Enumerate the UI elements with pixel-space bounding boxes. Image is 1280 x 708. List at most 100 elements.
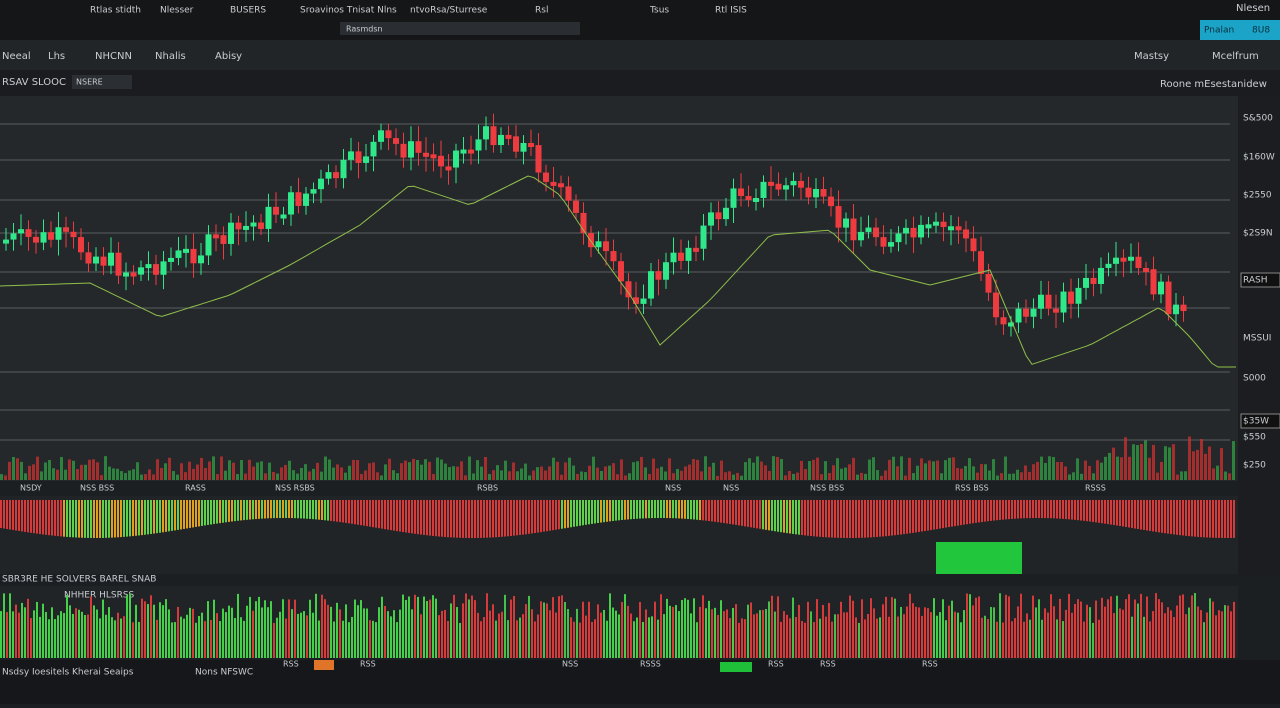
lower-bar xyxy=(78,609,80,658)
price-label: $550 xyxy=(1243,433,1266,443)
menu-item[interactable]: Rtl ISIS xyxy=(715,6,747,16)
lower-bar xyxy=(39,616,41,658)
volume-bar xyxy=(48,460,51,480)
volume-bar xyxy=(780,459,783,480)
toolbar-right[interactable]: Mcelfrum xyxy=(1212,51,1259,62)
menu-item[interactable]: Nlesser xyxy=(160,6,194,16)
candle-body xyxy=(925,224,932,229)
menu-item[interactable]: Rsl xyxy=(535,6,548,16)
lower-bar xyxy=(909,593,911,658)
lower-bar xyxy=(1029,619,1031,658)
indicator-bar xyxy=(966,500,968,525)
badge-value[interactable]: 8U8 xyxy=(1252,26,1270,36)
volume-bar xyxy=(1024,465,1027,480)
volume-bar xyxy=(1008,473,1011,480)
menu-item[interactable]: BUSERS xyxy=(230,6,266,16)
indicator-bar xyxy=(456,500,458,538)
indicator-bar xyxy=(825,500,827,538)
indicator-bar xyxy=(483,500,485,538)
indicator-bar xyxy=(1209,500,1211,538)
lower-bar xyxy=(570,617,572,658)
symbol[interactable]: RSAV SLOOC xyxy=(2,77,66,88)
menu-item[interactable]: Rtlas stidth xyxy=(90,6,141,16)
lower-bar xyxy=(228,605,230,658)
indicator-bar xyxy=(777,500,779,532)
lower-bar xyxy=(21,602,23,658)
lower-bar xyxy=(711,609,713,658)
indicator-bar xyxy=(363,500,365,526)
indicator-bar xyxy=(1197,500,1199,537)
indicator-bar xyxy=(426,500,428,536)
lower-bar xyxy=(510,599,512,658)
volume-bar xyxy=(876,470,879,480)
toolbar-right[interactable]: Mastsy xyxy=(1134,51,1169,62)
lower-bar xyxy=(993,607,995,658)
lower-bar xyxy=(288,599,290,658)
menu-item[interactable]: ntvoRsa/Sturrese xyxy=(410,6,488,16)
candle-body xyxy=(1113,257,1119,264)
candle-body xyxy=(948,226,954,231)
lower-bar xyxy=(519,617,521,658)
indicator-bar xyxy=(126,500,128,537)
volume-bar xyxy=(336,464,339,480)
indicator-bar xyxy=(189,500,191,528)
indicator-bar xyxy=(1050,500,1052,519)
menu-item[interactable]: Sroavinos Tnisat Nlns xyxy=(300,6,397,16)
indicator-bar xyxy=(930,500,932,531)
account[interactable]: Nlesen xyxy=(1236,3,1270,14)
candle-body xyxy=(318,178,324,190)
lower-bar xyxy=(756,613,758,658)
candle-body xyxy=(700,225,707,249)
volume-bar xyxy=(1192,451,1195,480)
indicator-bar xyxy=(906,500,908,534)
toolbar-tab[interactable]: Nhalis xyxy=(155,51,186,62)
menu-item[interactable]: Tsus xyxy=(649,6,669,16)
indicator-bar xyxy=(831,500,833,538)
badge-label[interactable]: Pnalan xyxy=(1204,26,1234,36)
lower-bar xyxy=(111,617,113,658)
toolbar-tab[interactable]: Lhs xyxy=(48,51,65,62)
toolbar-tab[interactable]: NHCNN xyxy=(95,51,132,62)
badge[interactable] xyxy=(1200,20,1280,40)
volume-bar xyxy=(804,468,807,480)
footer-left: Nsdsy Ioesitels Kherai Seaips xyxy=(2,668,134,678)
volume-bar xyxy=(1184,471,1187,480)
indicator-bar xyxy=(987,500,989,522)
indicator-bar xyxy=(786,500,788,534)
indicator-bar xyxy=(384,500,386,530)
candle-body xyxy=(528,143,534,148)
lower-bar xyxy=(1185,614,1187,658)
lower-bar xyxy=(630,613,632,658)
candle-body xyxy=(865,227,872,232)
toolbar-tab[interactable]: Neeal xyxy=(2,51,31,62)
candle-body xyxy=(273,206,279,215)
indicator-bar xyxy=(765,500,767,530)
indicator-bar xyxy=(783,500,785,533)
volume-bar xyxy=(916,465,919,480)
volume-bar xyxy=(24,473,27,480)
indicator-bar xyxy=(153,500,155,534)
indicator-bar xyxy=(663,500,665,519)
volume-bar xyxy=(500,470,503,480)
candle-body xyxy=(70,231,77,238)
lower-bar xyxy=(864,619,866,658)
indicator-bar xyxy=(459,500,461,538)
indicator-bar xyxy=(828,500,830,538)
lower-bar xyxy=(0,611,2,658)
indicator-bar xyxy=(942,500,944,529)
lower-bar xyxy=(504,594,506,658)
volume-bar xyxy=(340,467,343,480)
candle-body xyxy=(1053,308,1059,313)
indicator-bar xyxy=(1221,500,1223,538)
indicator-bar xyxy=(297,500,299,519)
volume-bar xyxy=(684,466,687,480)
search-box[interactable] xyxy=(340,22,580,35)
search[interactable]: Rasmdsn xyxy=(346,25,383,34)
indicator-bar xyxy=(822,500,824,538)
indicator-bar xyxy=(102,500,104,538)
indicator-bar xyxy=(510,500,512,536)
candle-body xyxy=(565,186,572,201)
candle-body xyxy=(550,181,557,186)
lower-bar xyxy=(885,596,887,658)
toolbar-tab[interactable]: Abisy xyxy=(215,51,242,62)
